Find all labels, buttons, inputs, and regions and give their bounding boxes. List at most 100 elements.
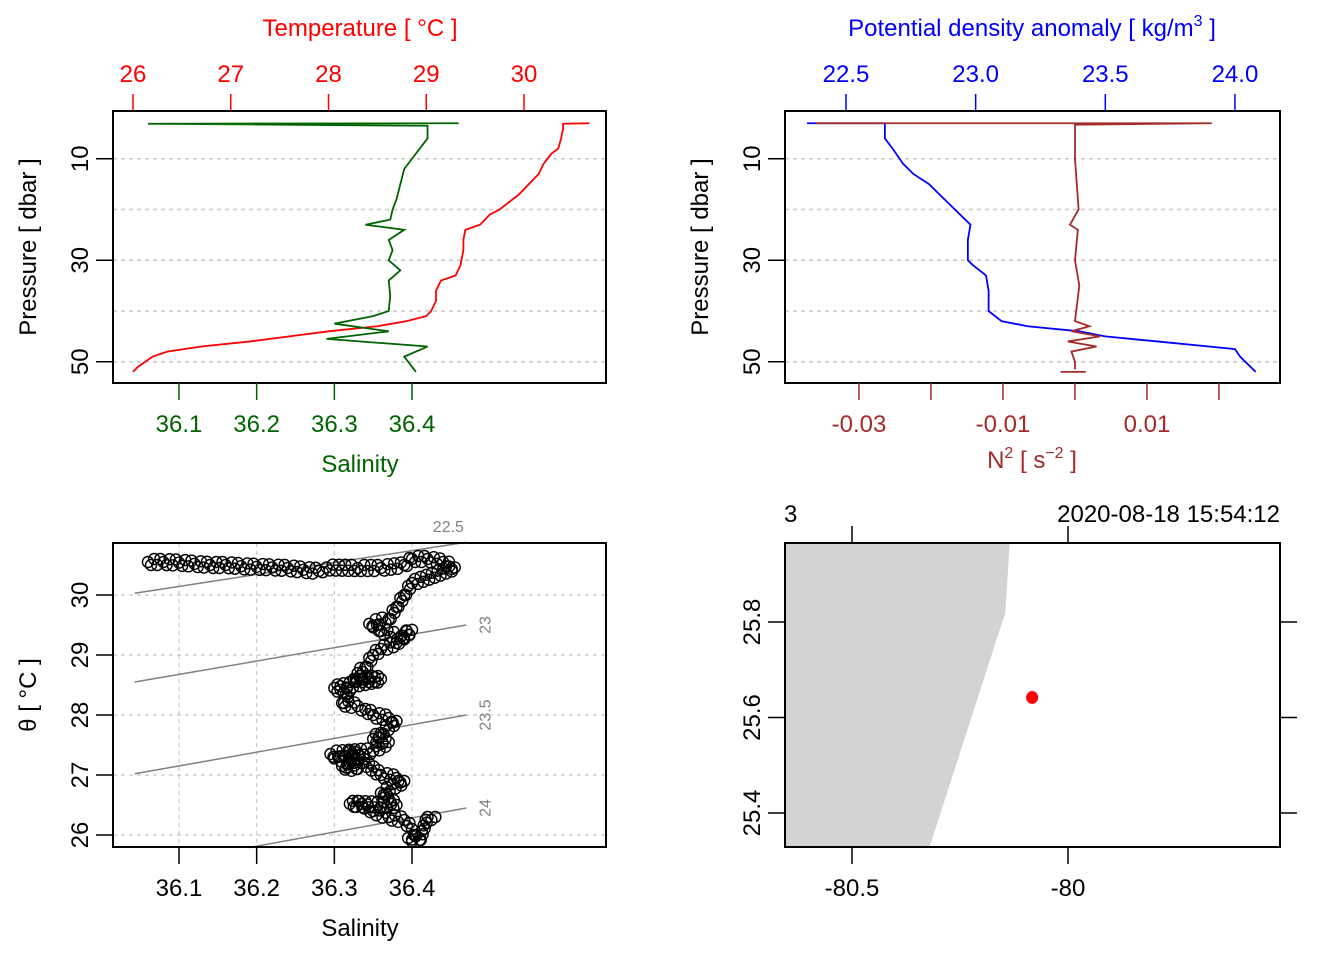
ts-point <box>425 813 438 827</box>
panel-density-n2-profile: Potential density anomaly [ kg/m3 ] 22.5… <box>687 13 1281 474</box>
longitude-label: -80 <box>1051 875 1086 902</box>
ts-point <box>272 558 285 571</box>
ts-point <box>427 551 440 564</box>
ts-point <box>372 763 385 777</box>
tick-label: 22.5 <box>823 61 870 88</box>
ts-point <box>306 567 319 580</box>
ts-point <box>376 611 389 624</box>
density-axis-title-close: ] <box>1203 15 1216 42</box>
ts-point <box>378 564 391 577</box>
salinity-axis-ticks: 36.1 36.2 36.3 36.4 <box>156 383 435 438</box>
station-marker <box>1026 690 1039 704</box>
isopycnal-line <box>248 807 467 849</box>
panel-ts-diagram: 22.5 23 23.5 24 26 27 28 29 30 36.1 36.2 36.3 36.4… <box>15 519 607 942</box>
ts-point <box>200 555 214 568</box>
ts-point <box>324 747 337 761</box>
ts-point <box>346 794 360 808</box>
ts-point <box>293 560 307 573</box>
ts-point <box>342 695 355 708</box>
ts-point <box>179 553 192 567</box>
ts-point <box>206 561 220 575</box>
ts-point <box>369 643 382 657</box>
ts-point <box>364 703 377 717</box>
latitude-label: 25.8 <box>739 599 766 646</box>
theta-axis-ticks: 26 27 28 29 30 <box>67 582 113 848</box>
ts-point <box>376 736 389 749</box>
tick-label: 24.0 <box>1212 61 1259 88</box>
salinity-axis-title: Salinity <box>321 915 398 942</box>
ts-point <box>339 687 353 701</box>
ts-point <box>408 555 422 569</box>
ts-point <box>342 564 355 578</box>
n2-axis-title-sup: 2 <box>1004 445 1013 462</box>
ts-point <box>388 606 401 620</box>
ts-point <box>303 561 316 574</box>
ts-point <box>216 555 229 569</box>
ts-point <box>369 613 382 626</box>
ts-point <box>225 556 239 569</box>
plot-frame <box>784 542 1281 848</box>
plot-frame <box>784 110 1281 384</box>
density-axis-title-superscript: 3 <box>1194 13 1203 30</box>
ts-point <box>231 556 245 570</box>
ts-point <box>442 560 456 573</box>
plot-frame <box>112 110 607 384</box>
ts-point <box>394 810 408 823</box>
station-number: 3 <box>784 501 797 528</box>
ts-point <box>416 828 429 841</box>
ts-point <box>244 563 257 576</box>
n2-axis-title: N2 [ s−2 ] <box>987 445 1077 474</box>
ts-point <box>259 563 273 577</box>
ts-point <box>359 669 373 683</box>
ts-point <box>328 752 341 765</box>
ts-point <box>361 798 374 811</box>
ts-point <box>185 554 198 567</box>
pressure-axis-title: Pressure [ dbar ] <box>15 158 42 335</box>
ts-point <box>400 819 414 833</box>
tick-label: 28 <box>315 61 342 88</box>
ts-point <box>269 564 282 577</box>
tick-label: 30 <box>511 61 538 88</box>
longitude-label: -80.5 <box>825 875 880 902</box>
pressure-axis-ticks: 10 30 50 <box>739 145 785 375</box>
ts-point <box>354 564 368 578</box>
ts-point <box>395 629 408 642</box>
ts-point <box>309 561 322 574</box>
ts-point <box>355 704 368 717</box>
map-area <box>785 543 1039 847</box>
ts-point <box>396 594 409 608</box>
tick-label: 30 <box>67 247 94 274</box>
ts-point <box>363 617 376 630</box>
ts-point <box>359 795 372 808</box>
ts-point <box>420 568 433 581</box>
ts-point <box>408 572 422 586</box>
temperature-line <box>132 122 590 373</box>
ts-point <box>163 553 176 566</box>
ts-point <box>418 822 431 835</box>
density-axis-title-text: Potential density anomaly [ kg/m <box>848 15 1194 42</box>
ts-point <box>340 681 353 694</box>
density-line <box>807 122 1257 373</box>
tick-label: 36.1 <box>156 875 203 902</box>
ts-point <box>144 558 158 572</box>
ts-point <box>431 564 444 577</box>
tick-label: -0.03 <box>832 411 887 438</box>
n2-axis-ticks: -0.03 -0.01 0.01 <box>832 383 1220 438</box>
ts-point <box>379 787 393 801</box>
ts-point <box>373 707 386 720</box>
ts-point <box>379 806 392 819</box>
n2-line <box>815 122 1212 370</box>
pressure-axis-title: Pressure [ dbar ] <box>687 158 714 335</box>
ts-point <box>278 558 291 572</box>
density-axis-ticks: 22.5 23.0 23.5 24.0 <box>823 61 1259 111</box>
ts-point <box>392 600 405 614</box>
ts-point <box>348 564 361 578</box>
ts-point <box>364 806 377 819</box>
ts-point <box>425 566 439 579</box>
tick-label: 36.4 <box>389 875 436 902</box>
ts-points <box>141 549 461 848</box>
tick-label: 36.2 <box>233 411 280 438</box>
ts-point <box>356 673 369 686</box>
ts-point <box>401 579 415 593</box>
isopycnal-line <box>134 714 467 775</box>
